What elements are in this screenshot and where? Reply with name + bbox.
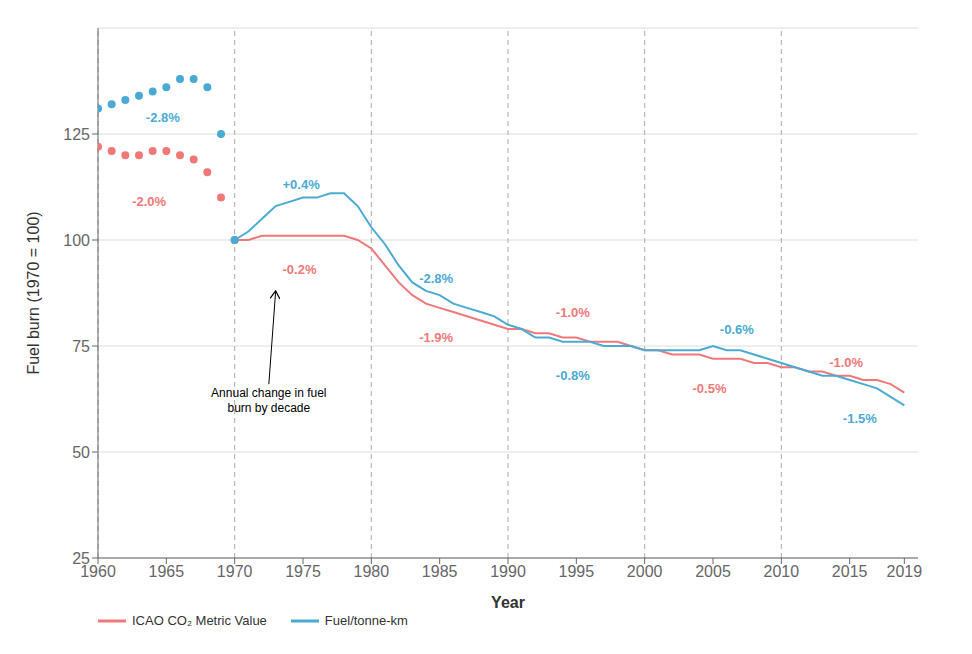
svg-text:50: 50 xyxy=(72,444,90,461)
svg-text:1965: 1965 xyxy=(149,563,185,580)
svg-text:-0.2%: -0.2% xyxy=(283,262,317,277)
svg-text:2005: 2005 xyxy=(695,563,731,580)
svg-text:1980: 1980 xyxy=(354,563,390,580)
svg-text:1985: 1985 xyxy=(422,563,458,580)
svg-text:-1.0%: -1.0% xyxy=(829,355,863,370)
html-text:ICAO CO₂ Metric Value: ICAO CO₂ Metric Value xyxy=(132,613,267,628)
svg-text:2019: 2019 xyxy=(887,563,923,580)
svg-text:1960: 1960 xyxy=(80,563,116,581)
svg-text:75: 75 xyxy=(72,338,90,355)
svg-text:-2.8%: -2.8% xyxy=(146,110,180,125)
html-text:Fuel/tonne-km: Fuel/tonne-km xyxy=(324,613,408,628)
svg-text:1990: 1990 xyxy=(490,563,526,580)
svg-text:-1.0%: -1.0% xyxy=(556,305,590,320)
svg-text:-0.6%: -0.6% xyxy=(720,322,754,337)
svg-text:2010: 2010 xyxy=(764,563,800,580)
svg-text:2015: 2015 xyxy=(832,563,868,580)
svg-text:Fuel burn (1970 = 100): Fuel burn (1970 = 100) xyxy=(25,211,42,374)
svg-text:-1.9%: -1.9% xyxy=(419,330,453,345)
svg-text:1975: 1975 xyxy=(285,563,321,580)
svg-text:-1.5%: -1.5% xyxy=(843,411,877,426)
svg-text:+0.4%: +0.4% xyxy=(283,177,321,192)
svg-text:Annual change in fuelburn by d: Annual change in fuelburn by decade xyxy=(211,386,326,414)
svg-text:-2.0%: -2.0% xyxy=(132,194,166,209)
svg-text:-2.8%: -2.8% xyxy=(419,271,453,286)
svg-text:25: 25 xyxy=(72,550,90,567)
svg-text:-0.8%: -0.8% xyxy=(556,368,590,383)
svg-text:125: 125 xyxy=(63,126,90,143)
svg-text:-0.5%: -0.5% xyxy=(693,381,727,396)
svg-text:100: 100 xyxy=(63,232,90,249)
svg-text:1995: 1995 xyxy=(559,563,595,580)
svg-text:Year: Year xyxy=(491,594,525,611)
svg-text:2000: 2000 xyxy=(627,563,663,580)
svg-text:1970: 1970 xyxy=(217,563,253,580)
